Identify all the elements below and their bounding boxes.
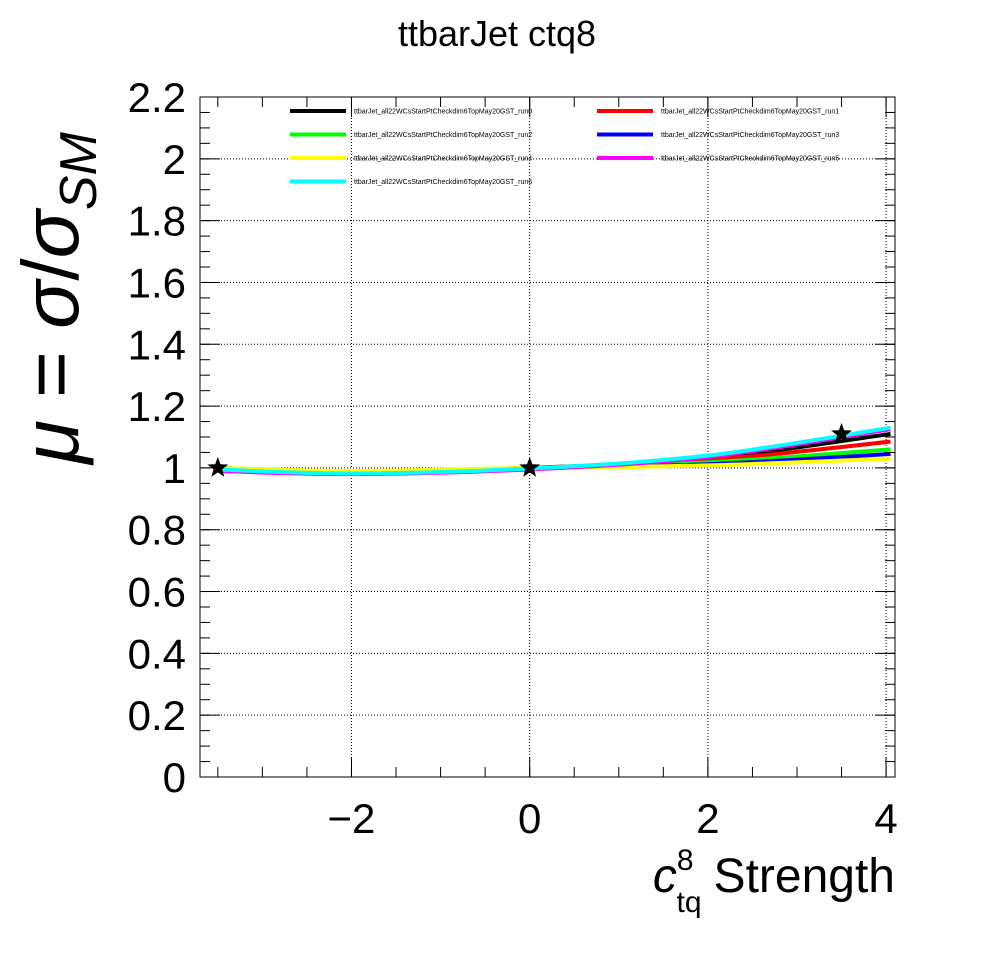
y-axis-label: μ = σ/σSM xyxy=(6,131,108,465)
legend: ttbarJet_all22WCsStartPtCheckdim6TopMay2… xyxy=(290,109,839,186)
y-tick-label: 2 xyxy=(163,136,186,183)
data-marker-star xyxy=(207,456,229,477)
x-axis-label-subscript: tq xyxy=(677,886,702,919)
x-axis-label-superscript: 8 xyxy=(677,844,694,877)
y-tick-label: 1.6 xyxy=(128,259,186,306)
y-tick-label: 0.2 xyxy=(128,692,186,739)
series-lines xyxy=(217,425,891,477)
chart-title: ttbarJet ctq8 xyxy=(398,13,596,54)
legend-entry-label: ttbarJet_all22WCsStartPtCheckdim6TopMay2… xyxy=(661,132,839,139)
legend-entry-label: ttbarJet_all22WCsStartPtCheckdim6TopMay2… xyxy=(354,156,532,163)
y-tick-label: 1.2 xyxy=(128,383,186,430)
x-axis-label: c8 tq Strength xyxy=(653,844,895,919)
y-tick-label: 0.6 xyxy=(128,569,186,616)
x-axis-label-text: Strength xyxy=(714,850,895,903)
y-axis-label-subscript: SM xyxy=(50,131,108,210)
legend-entry-label: ttbarJet_all22WCsStartPtCheckdim6TopMay2… xyxy=(354,132,532,139)
grid xyxy=(200,97,895,777)
x-tick-label: −2 xyxy=(328,795,376,842)
legend-entry-label: ttbarJet_all22WCsStartPtCheckdim6TopMay2… xyxy=(354,109,532,116)
y-tick-label: 1.8 xyxy=(128,198,186,245)
y-tick-label: 0 xyxy=(163,754,186,801)
y-axis-label-mu: μ xyxy=(6,420,95,466)
x-tick-label: 4 xyxy=(874,795,897,842)
x-axis-label-symbol: c xyxy=(653,850,677,903)
y-axis-label-slash: / xyxy=(6,258,95,281)
data-marker-star xyxy=(831,422,852,443)
y-tick-label: 2.2 xyxy=(128,74,186,121)
legend-entry-label: ttbarJet_all22WCsStartPtCheckdim6TopMay2… xyxy=(354,179,532,186)
plot-frame xyxy=(199,96,896,778)
y-axis-label-sigma: σ xyxy=(6,278,95,329)
y-tick-label: 1.4 xyxy=(128,321,186,368)
axis-ticks: 0 0.2 0.4 0.6 0.8 1 1.2 1.4 1.6 1.8 2 2.2 −2 0 2 4 xyxy=(128,74,898,842)
data-markers xyxy=(207,422,852,477)
legend-entry-label: ttbarJet_all22WCsStartPtCheckdim6TopMay2… xyxy=(661,109,839,116)
y-tick-label: 1 xyxy=(163,445,186,492)
y-tick-label: 0.4 xyxy=(128,630,186,677)
y-axis-label-equals: = xyxy=(6,351,95,398)
data-marker-star xyxy=(519,456,541,477)
legend-entry-label: ttbarJet_all22WCsStartPtCheckdim6TopMay2… xyxy=(661,156,839,163)
x-tick-label: 2 xyxy=(696,795,719,842)
x-tick-label: 0 xyxy=(518,795,541,842)
y-tick-label: 0.8 xyxy=(128,507,186,554)
y-axis-label-sigma-sm: σ xyxy=(6,207,95,258)
